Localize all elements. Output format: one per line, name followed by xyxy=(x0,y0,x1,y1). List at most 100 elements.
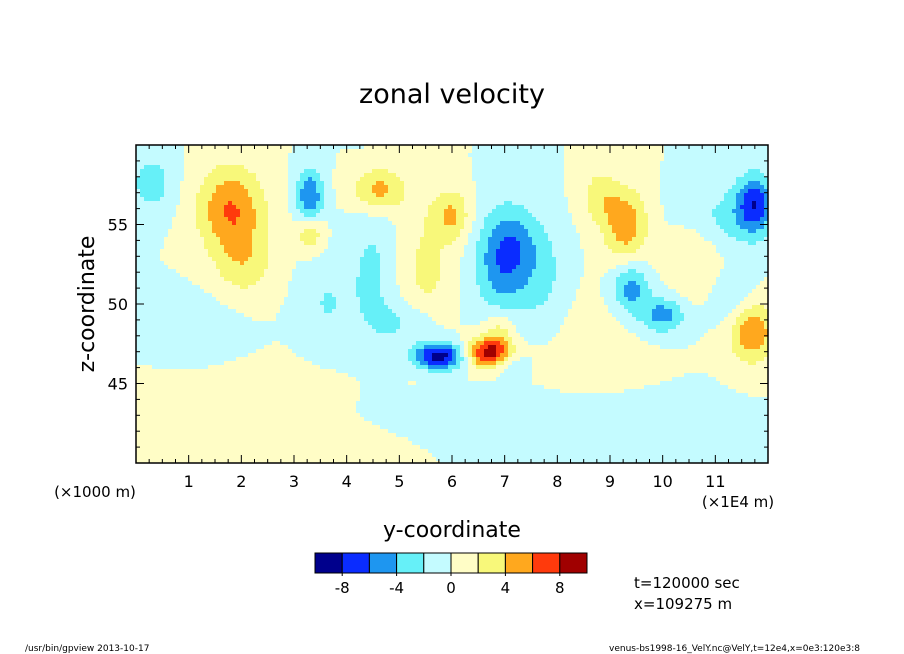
heatmap-cell xyxy=(280,217,285,222)
heatmap-cell xyxy=(652,221,657,226)
heatmap-cell xyxy=(584,145,589,150)
heatmap-cell xyxy=(596,265,601,270)
heatmap-cell xyxy=(240,209,245,214)
heatmap-cell xyxy=(400,221,405,226)
heatmap-cell xyxy=(512,233,517,238)
heatmap-cell xyxy=(164,153,169,158)
heatmap-cell xyxy=(192,269,197,274)
heatmap-cell xyxy=(140,221,145,226)
heatmap-cell xyxy=(276,145,281,150)
heatmap-cell xyxy=(248,145,253,150)
heatmap-cell xyxy=(728,169,733,174)
heatmap-cell xyxy=(700,181,705,186)
heatmap-cell xyxy=(680,261,685,266)
heatmap-cell xyxy=(592,217,597,222)
heatmap-cell xyxy=(372,209,377,214)
heatmap-cell xyxy=(368,157,373,162)
heatmap-cell xyxy=(544,217,549,222)
heatmap-cell xyxy=(204,189,209,194)
heatmap-cell xyxy=(596,213,601,218)
heatmap-cell xyxy=(388,197,393,202)
heatmap-cell xyxy=(552,237,557,242)
heatmap-cell xyxy=(576,217,581,222)
heatmap-cell xyxy=(508,145,513,150)
heatmap-cell xyxy=(664,265,669,270)
heatmap-cell xyxy=(480,233,485,238)
heatmap-cell xyxy=(488,233,493,238)
heatmap-cell xyxy=(544,213,549,218)
heatmap-cell xyxy=(620,165,625,170)
heatmap-cell xyxy=(400,197,405,202)
heatmap-cell xyxy=(452,209,457,214)
heatmap-cell xyxy=(376,185,381,190)
heatmap-cell xyxy=(460,213,465,218)
heatmap-cell xyxy=(408,233,413,238)
heatmap-cell xyxy=(356,237,361,242)
heatmap-cell xyxy=(740,201,745,206)
heatmap-cell xyxy=(256,217,261,222)
heatmap-cell xyxy=(220,193,225,198)
heatmap-cell xyxy=(408,189,413,194)
heatmap-cell xyxy=(712,265,717,270)
heatmap-cell xyxy=(236,245,241,250)
heatmap-cell xyxy=(500,229,505,234)
heatmap-cell xyxy=(412,237,417,242)
heatmap-cell xyxy=(468,189,473,194)
heatmap-cell xyxy=(228,217,233,222)
heatmap-cell xyxy=(600,265,605,270)
heatmap-cell xyxy=(620,213,625,218)
heatmap-cell xyxy=(180,145,185,150)
heatmap-cell xyxy=(660,169,665,174)
heatmap-cell xyxy=(548,257,553,262)
heatmap-cell xyxy=(328,221,333,226)
heatmap-cell xyxy=(136,173,141,178)
heatmap-cell xyxy=(424,157,429,162)
heatmap-cell xyxy=(192,149,197,154)
heatmap-cell xyxy=(624,197,629,202)
heatmap-cell xyxy=(324,261,329,266)
heatmap-cell xyxy=(592,245,597,250)
heatmap-cell xyxy=(520,149,525,154)
heatmap-cell xyxy=(436,197,441,202)
heatmap-cell xyxy=(228,245,233,250)
heatmap-cell xyxy=(548,245,553,250)
heatmap-cell xyxy=(212,237,217,242)
heatmap-cell xyxy=(432,145,437,150)
heatmap-cell xyxy=(612,197,617,202)
heatmap-cell xyxy=(728,229,733,234)
heatmap-cell xyxy=(604,193,609,198)
heatmap-cell xyxy=(196,229,201,234)
heatmap-cell xyxy=(224,241,229,246)
heatmap-cell xyxy=(604,265,609,270)
heatmap-cell xyxy=(212,173,217,178)
heatmap-cell xyxy=(416,149,421,154)
heatmap-cell xyxy=(616,225,621,230)
heatmap-cell xyxy=(728,197,733,202)
heatmap-cell xyxy=(136,149,141,154)
heatmap-cell xyxy=(572,237,577,242)
heatmap-cell xyxy=(668,201,673,206)
heatmap-cell xyxy=(224,165,229,170)
heatmap-cell xyxy=(708,225,713,230)
heatmap-cell xyxy=(144,165,149,170)
heatmap-cell xyxy=(172,185,177,190)
heatmap-cell xyxy=(276,197,281,202)
heatmap-cell xyxy=(696,177,701,182)
heatmap-cell xyxy=(568,261,573,266)
heatmap-cell xyxy=(416,237,421,242)
heatmap-cell xyxy=(760,189,765,194)
heatmap-cell xyxy=(664,169,669,174)
heatmap-cell xyxy=(412,169,417,174)
heatmap-cell xyxy=(336,201,341,206)
heatmap-cell xyxy=(668,249,673,254)
heatmap-cell xyxy=(576,161,581,166)
heatmap-cell xyxy=(660,189,665,194)
heatmap-cell xyxy=(268,149,273,154)
heatmap-cell xyxy=(616,265,621,270)
heatmap-cell xyxy=(256,157,261,162)
heatmap-cell xyxy=(496,241,501,246)
heatmap-cell xyxy=(700,245,705,250)
heatmap-cell xyxy=(576,261,581,266)
heatmap-cell xyxy=(344,177,349,182)
heatmap-cell xyxy=(156,165,161,170)
